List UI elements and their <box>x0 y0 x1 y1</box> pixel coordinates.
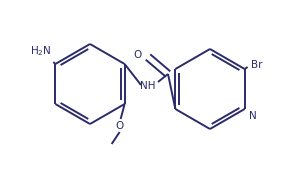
Text: O: O <box>116 121 124 131</box>
Text: O: O <box>134 50 142 60</box>
Text: H$_2$N: H$_2$N <box>30 44 51 58</box>
Text: Br: Br <box>251 60 262 70</box>
Text: N: N <box>249 111 256 121</box>
Text: NH: NH <box>140 81 156 91</box>
